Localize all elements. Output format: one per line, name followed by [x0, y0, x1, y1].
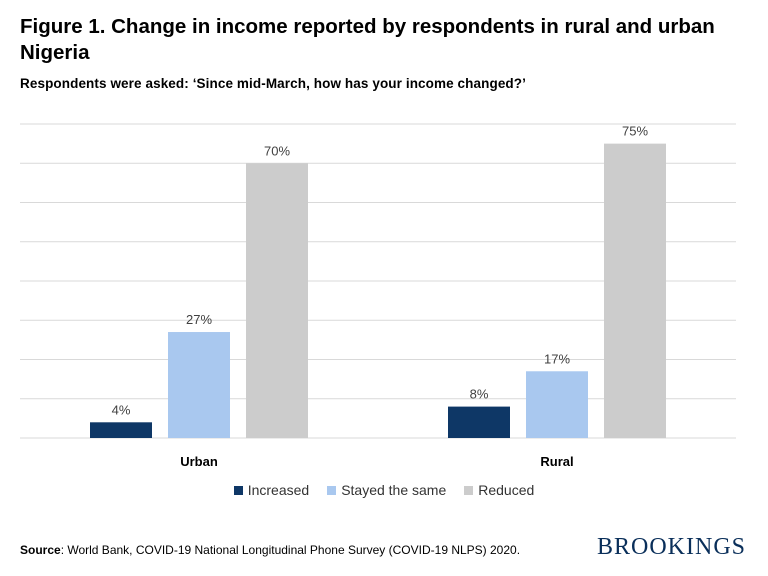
data-label-urban-stayed-the-same: 27% [186, 312, 212, 327]
chart-title: Figure 1. Change in income reported by r… [20, 15, 715, 64]
data-label-urban-increased: 4% [112, 402, 131, 417]
source-label: Source [20, 543, 61, 557]
legend-label-reduced: Reduced [478, 482, 535, 498]
source-text: : World Bank, COVID-19 National Longitud… [60, 543, 521, 557]
legend-label-increased: Increased [247, 482, 310, 498]
brookings-logo: BROOKINGS [596, 534, 746, 560]
legend: Increased Stayed the same Reduced [0, 482, 768, 498]
data-label-urban-reduced: 70% [264, 143, 290, 158]
data-label-rural-stayed-the-same: 17% [544, 351, 570, 366]
legend-swatch-reduced [464, 485, 474, 495]
bar-rural-reduced [604, 143, 666, 438]
bar-rural-increased [448, 406, 510, 438]
data-label-rural-increased: 8% [470, 387, 489, 402]
bar-urban-reduced [246, 163, 308, 438]
legend-swatch-increased [233, 485, 243, 495]
legend-item-increased: Increased [233, 482, 310, 498]
legend-item-reduced: Reduced [464, 482, 534, 498]
legend-swatch-stayed-the-same [327, 485, 337, 495]
category-label-rural: Rural [540, 454, 573, 469]
bar-chart: 4% 27% 70% Urban 8% 17% 75% Rural [20, 123, 736, 469]
category-label-urban: Urban [180, 454, 218, 469]
chart-subtitle: Respondents were asked: ‘Since mid-March… [20, 76, 526, 91]
data-label-rural-reduced: 75% [622, 124, 648, 139]
legend-label-stayed-the-same: Stayed the same [341, 482, 447, 498]
legend-item-stayed-the-same: Stayed the same [327, 482, 446, 498]
bar-urban-increased [90, 422, 152, 438]
bar-urban-stayed-the-same [168, 332, 230, 438]
source-note: Source: World Bank, COVID-19 National Lo… [20, 543, 520, 557]
bar-rural-stayed-the-same [526, 371, 588, 438]
